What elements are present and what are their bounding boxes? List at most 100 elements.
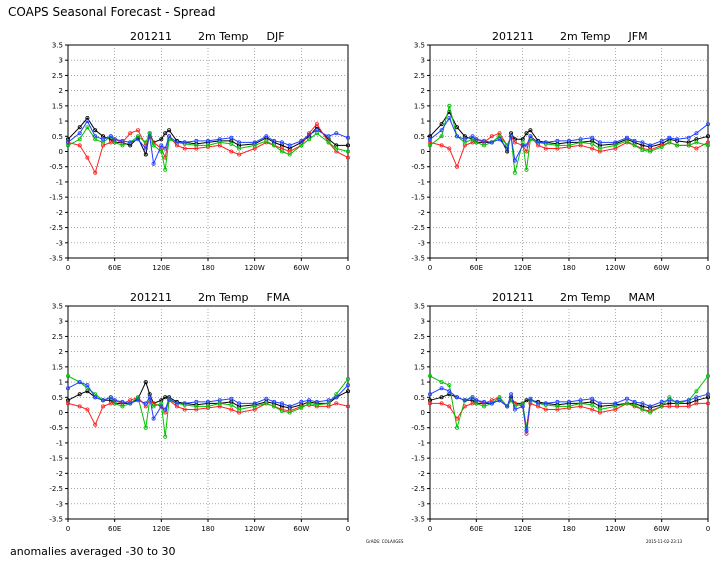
data-point xyxy=(447,146,452,151)
data-point xyxy=(648,149,653,154)
data-point xyxy=(447,383,452,388)
y-tick-label: 3.5 xyxy=(52,303,63,311)
data-point xyxy=(520,143,525,148)
data-point xyxy=(194,399,199,404)
data-point xyxy=(264,396,269,401)
data-point xyxy=(77,380,82,385)
data-point xyxy=(77,131,82,136)
data-point xyxy=(93,128,98,133)
series-blue xyxy=(66,380,350,421)
y-tick-label: -1 xyxy=(418,439,425,447)
panel-title-part: 2m Temp xyxy=(560,30,611,43)
data-point xyxy=(482,143,487,148)
y-tick-label: -1.5 xyxy=(49,194,63,202)
data-point xyxy=(314,128,319,133)
y-tick-label: 0 xyxy=(59,148,63,156)
data-point xyxy=(326,398,331,403)
data-point xyxy=(101,404,106,409)
y-tick-label: 2 xyxy=(421,348,425,356)
panel-title: 201211 2m Temp JFM xyxy=(492,30,648,43)
data-point xyxy=(326,134,331,139)
data-point xyxy=(77,125,82,130)
data-point xyxy=(640,401,645,406)
x-tick-label: 180 xyxy=(562,525,575,533)
panel-title-part: 2m Temp xyxy=(560,291,611,304)
data-point xyxy=(489,140,494,145)
data-point xyxy=(482,404,487,409)
data-point xyxy=(505,146,510,151)
timestamp-credit: 2015-11-02-23:13 xyxy=(646,539,683,544)
data-point xyxy=(163,395,168,400)
data-point xyxy=(229,402,234,407)
y-tick-label: -3.5 xyxy=(411,516,425,524)
data-point xyxy=(427,143,432,148)
x-tick-label: 120W xyxy=(245,525,265,533)
series-red xyxy=(66,122,350,175)
data-point xyxy=(706,122,711,127)
data-point xyxy=(108,134,113,139)
y-tick-label: 2 xyxy=(59,87,63,95)
data-point xyxy=(640,147,645,152)
data-point xyxy=(706,143,711,148)
data-point xyxy=(524,143,529,148)
data-point xyxy=(85,383,90,388)
y-tick-label: 0 xyxy=(421,409,425,417)
data-point xyxy=(694,389,699,394)
data-point xyxy=(314,399,319,404)
data-point xyxy=(194,143,199,148)
data-point xyxy=(489,134,494,139)
data-point xyxy=(299,405,304,410)
y-tick-label: -1.5 xyxy=(411,455,425,463)
data-point xyxy=(632,143,637,148)
data-point xyxy=(567,404,572,409)
data-point xyxy=(512,407,517,412)
y-tick-label: 1.5 xyxy=(414,102,425,110)
data-point xyxy=(112,398,117,403)
x-tick-label: 60E xyxy=(108,525,121,533)
data-point xyxy=(163,146,168,151)
data-point xyxy=(659,404,664,409)
data-point xyxy=(509,134,514,139)
data-point xyxy=(174,140,179,145)
data-point xyxy=(334,131,339,136)
data-point xyxy=(167,134,172,139)
data-point xyxy=(229,407,234,412)
data-point xyxy=(590,135,595,140)
data-point xyxy=(272,143,277,148)
data-point xyxy=(706,134,711,139)
data-point xyxy=(66,373,71,378)
data-point xyxy=(143,380,148,385)
data-point xyxy=(272,399,277,404)
data-point xyxy=(524,149,529,154)
panel-title-part: JFM xyxy=(628,30,648,43)
data-point xyxy=(454,125,459,130)
data-point xyxy=(205,143,210,148)
data-point xyxy=(151,161,156,166)
data-point xyxy=(163,434,168,439)
data-point xyxy=(675,143,680,148)
data-point xyxy=(524,131,529,136)
data-point xyxy=(447,116,452,121)
y-tick-label: 3 xyxy=(59,318,63,326)
data-point xyxy=(536,140,541,145)
data-point xyxy=(462,398,467,403)
data-point xyxy=(462,137,467,142)
data-point xyxy=(624,401,629,406)
series-blue xyxy=(66,119,350,166)
x-tick-label: 0 xyxy=(66,525,70,533)
series-line-blue xyxy=(429,116,709,163)
data-point xyxy=(694,146,699,151)
data-point xyxy=(474,137,479,142)
data-point xyxy=(143,152,148,157)
y-tick-label: -3 xyxy=(56,500,63,508)
y-tick-label: -1.5 xyxy=(49,455,63,463)
data-point xyxy=(101,137,106,142)
y-tick-label: 0 xyxy=(59,409,63,417)
data-point xyxy=(597,140,602,145)
data-point xyxy=(454,134,459,139)
panel-title-part: 201211 xyxy=(492,291,534,304)
data-point xyxy=(163,167,168,172)
series-line-red xyxy=(67,396,349,426)
y-tick-label: -3.5 xyxy=(49,516,63,524)
y-tick-label: 3 xyxy=(421,57,425,65)
